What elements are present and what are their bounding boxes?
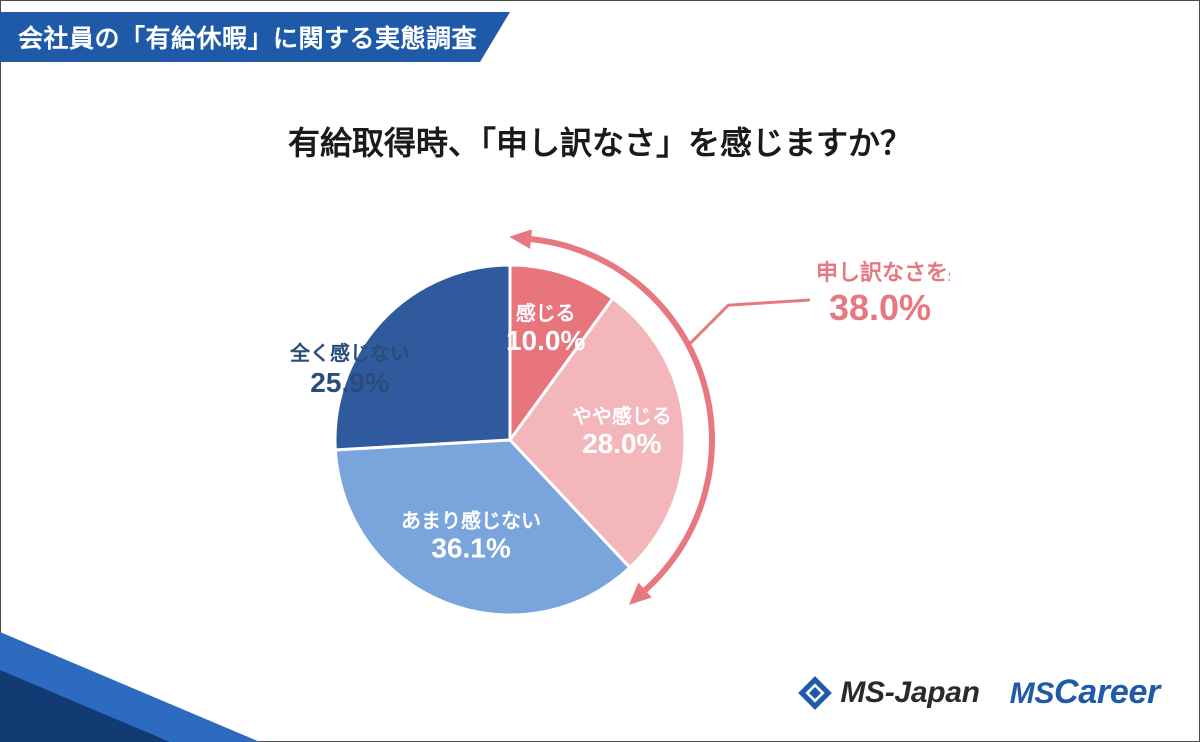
pie-svg: 申し訳なさを感じる38.0%感じる10.0%やや感じる28.0%あまり感じない3… — [250, 230, 950, 650]
survey-question: 有給取得時、「申し訳なさ」を感じますか？ — [0, 118, 1200, 164]
header-bar: 会社員の「有給休暇」に関する実態調査 — [0, 12, 477, 62]
logo-group: MS-Japan MSCareer — [798, 673, 1160, 712]
callout-leader — [688, 300, 810, 345]
callout-arrow — [509, 230, 532, 249]
slice-label-1: やや感じる28.0% — [572, 404, 672, 459]
callout-label: 申し訳なさを感じる38.0% — [816, 260, 950, 328]
logo-mscareer-career: Career — [1054, 673, 1160, 711]
logo-ms-career: MSCareer — [1010, 673, 1160, 712]
logo-mscareer-ms: MS — [1010, 677, 1054, 710]
pie-chart: 申し訳なさを感じる38.0%感じる10.0%やや感じる28.0%あまり感じない3… — [250, 230, 950, 650]
header-title: 会社員の「有給休暇」に関する実態調査 — [0, 19, 477, 55]
ms-japan-mark-icon — [798, 676, 832, 710]
logo-ms-japan-text: MS-Japan — [840, 676, 979, 710]
logo-ms-japan: MS-Japan — [798, 676, 979, 710]
decor-triangles — [0, 632, 260, 742]
slice-label-0: 感じる10.0% — [506, 301, 585, 356]
